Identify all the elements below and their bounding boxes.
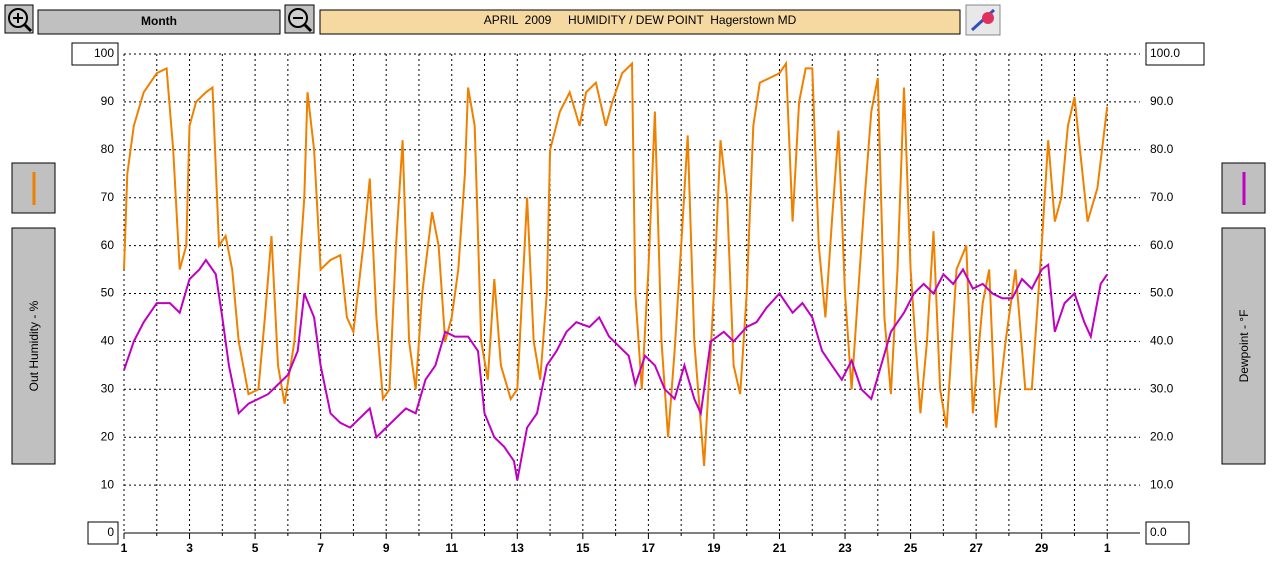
y2-tick-label: 70.0 <box>1150 190 1174 204</box>
tick-box <box>1145 42 1205 66</box>
title-box <box>319 9 961 35</box>
zoom-in-button[interactable] <box>4 4 34 34</box>
y-tick-label: 80 <box>101 142 115 156</box>
left-axis-button[interactable] <box>11 227 56 465</box>
x-tick-label: 15 <box>576 541 590 555</box>
y-tick-label: 10 <box>101 477 115 491</box>
y-tick-label: 60 <box>101 238 115 252</box>
y-tick-label: 100 <box>94 46 114 60</box>
print-button[interactable] <box>965 4 1001 36</box>
x-tick-label: 17 <box>642 541 656 555</box>
y-tick-label: 30 <box>101 381 115 395</box>
x-tick-label: 3 <box>186 541 193 555</box>
y-tick-label: 0 <box>107 525 114 539</box>
x-tick-label: 29 <box>1035 541 1049 555</box>
y2-tick-label: 100.0 <box>1150 46 1180 60</box>
y2-axis-label: Dewpoint - °F <box>1237 310 1251 383</box>
tick-box <box>1145 521 1190 545</box>
x-tick-label: 5 <box>252 541 259 555</box>
y-axis-label: Out Humidity - % <box>27 300 41 391</box>
y-tick-label: 50 <box>101 286 115 300</box>
y2-tick-label: 40.0 <box>1150 334 1174 348</box>
period-button[interactable] <box>37 9 281 35</box>
y-tick-label: 20 <box>101 429 115 443</box>
x-tick-label: 9 <box>383 541 390 555</box>
y2-tick-label: 10.0 <box>1150 477 1174 491</box>
x-tick-label: 13 <box>511 541 525 555</box>
x-tick-label: 1 <box>1104 541 1111 555</box>
right-axis-button[interactable] <box>1221 227 1266 465</box>
x-tick-label: 25 <box>904 541 918 555</box>
y-tick-label: 40 <box>101 334 115 348</box>
y2-tick-label: 50.0 <box>1150 286 1174 300</box>
x-tick-label: 1 <box>121 541 128 555</box>
x-tick-label: 11 <box>445 541 458 555</box>
x-tick-label: 21 <box>773 541 787 555</box>
y2-tick-label: 60.0 <box>1150 238 1174 252</box>
x-tick-label: 27 <box>969 541 983 555</box>
y2-tick-label: 80.0 <box>1150 142 1174 156</box>
data-line <box>123 258 1109 481</box>
y-tick-label: 70 <box>101 190 115 204</box>
y2-tick-label: 90.0 <box>1150 94 1174 108</box>
x-tick-label: 19 <box>707 541 721 555</box>
zoom-out-button[interactable] <box>284 4 315 34</box>
y2-tick-label: 20.0 <box>1150 429 1174 443</box>
chart-title: APRIL 2009 HUMIDITY / DEW POINT Hagersto… <box>484 13 797 27</box>
y-tick-label: 90 <box>101 94 115 108</box>
tick-box <box>71 42 119 66</box>
y2-tick-label: 30.0 <box>1150 381 1174 395</box>
x-tick-label: 7 <box>317 541 324 555</box>
x-tick-label: 23 <box>838 541 852 555</box>
tick-box <box>87 521 119 545</box>
y2-tick-label: 0.0 <box>1150 525 1167 539</box>
period-label: Month <box>141 14 177 28</box>
